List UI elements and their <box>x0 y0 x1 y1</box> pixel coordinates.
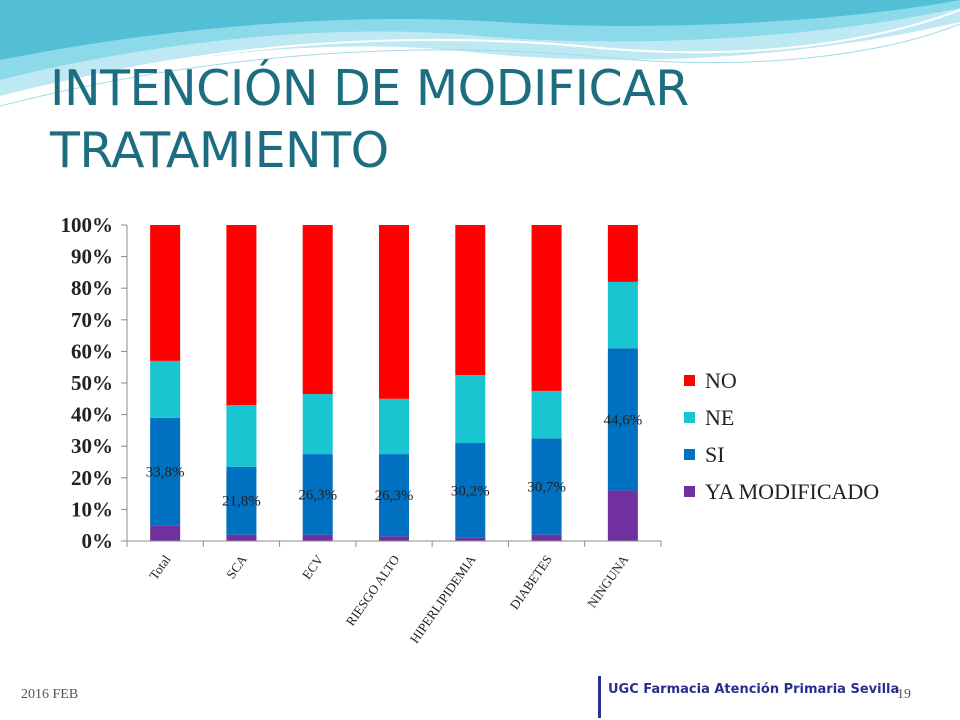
bar-segment <box>302 534 333 541</box>
footer-page-number: 19 <box>897 687 911 702</box>
y-tick-label: 10% <box>71 497 113 521</box>
chart-bars <box>150 225 638 541</box>
data-label: 33,8% <box>146 464 185 480</box>
bar-segment <box>531 534 562 541</box>
x-axis: Total SCA ECV RIESGO ALTO HIPERLIPIDEMIA DIAB… <box>126 540 662 646</box>
chart-legend: NO NE SI YA MODIFICADO <box>684 362 879 510</box>
data-label: 26,3% <box>298 487 337 503</box>
x-tick-label: RIESGO ALTO <box>343 552 403 628</box>
legend-item: SI <box>684 436 879 473</box>
legend-label: NO <box>705 367 737 393</box>
bar-segment <box>379 454 409 537</box>
title-line-2: TRATAMIENTO <box>50 122 389 179</box>
footer-org-text: UGC Farmacia Atención Primaria Sevilla <box>608 682 900 697</box>
legend-item: NO <box>684 362 879 399</box>
bar-segment <box>379 398 409 455</box>
bar-segment <box>455 443 486 538</box>
title-line-1: INTENCIÓN DE MODIFICAR <box>50 60 689 117</box>
bar-segment <box>531 225 562 391</box>
footer-org-bar <box>598 676 601 718</box>
footer-date: 2016 FEB <box>21 687 79 702</box>
x-tick-label: Total <box>146 552 174 583</box>
bar-segment <box>150 525 181 541</box>
bar-segment <box>607 281 638 349</box>
bar-segment <box>455 537 486 541</box>
bar-segment <box>607 348 638 491</box>
y-axis: 0% 10% 20% 30% 40% 50% 60% 70% 80% 90% 100% <box>61 213 128 553</box>
data-label: 21,8% <box>222 494 261 510</box>
legend-swatch <box>684 449 695 460</box>
bar-segment <box>226 466 257 535</box>
data-label: 44,6% <box>603 412 642 428</box>
bar-segment <box>302 225 333 395</box>
bar-segment <box>379 225 409 399</box>
x-tick-label: NINGUNA <box>584 552 631 611</box>
footer-org-logo: UGC Farmacia Atención Primaria Sevilla <box>598 676 899 718</box>
y-tick-label: 30% <box>71 434 113 458</box>
y-tick-label: 70% <box>71 308 113 332</box>
legend-item: NE <box>684 399 879 436</box>
y-tick-label: 20% <box>71 466 113 490</box>
data-label: 30,2% <box>451 483 490 499</box>
slide-title: INTENCIÓN DE MODIFICAR TRATAMIENTO <box>50 58 910 182</box>
bar-segment <box>150 417 181 526</box>
bar-segment <box>302 454 333 535</box>
bar-segment <box>226 405 257 467</box>
bar-segment <box>379 536 409 541</box>
legend-label: SI <box>705 441 725 467</box>
header-wave-decoration <box>0 0 960 107</box>
legend-swatch <box>684 486 695 497</box>
y-tick-label: 90% <box>71 245 113 269</box>
y-tick-label: 50% <box>71 371 113 395</box>
bar-segment <box>607 490 638 541</box>
legend-swatch <box>684 412 695 423</box>
stacked-bar-chart: 0% 10% 20% 30% 40% 50% 60% 70% 80% 90% 100% 33,8% 2… <box>61 213 662 646</box>
x-tick-label: HIPERLIPIDEMIA <box>407 552 479 646</box>
y-tick-label: 80% <box>71 276 113 300</box>
legend-item: YA MODIFICADO <box>684 473 879 510</box>
x-tick-label: SCA <box>223 552 250 582</box>
chart-data-labels: 33,8% 21,8% 26,3% 26,3% 30,2% 30,7% 44,6% <box>146 412 642 509</box>
bar-segment <box>607 225 638 282</box>
legend-swatch <box>684 375 695 386</box>
bar-segment <box>531 390 562 439</box>
bar-segment <box>150 225 181 361</box>
data-label: 26,3% <box>375 488 414 504</box>
bar-segment <box>455 375 486 444</box>
bar-segment <box>226 225 257 406</box>
bar-segment <box>531 438 562 535</box>
x-tick-label: ECV <box>299 552 327 582</box>
bar-segment <box>302 394 333 455</box>
y-tick-label: 40% <box>71 403 113 427</box>
y-tick-label: 0% <box>82 529 114 553</box>
bar-segment <box>226 534 257 541</box>
bar-segment <box>150 360 181 418</box>
y-tick-label: 60% <box>71 339 113 363</box>
legend-label: YA MODIFICADO <box>705 478 880 504</box>
legend-label: NE <box>705 404 735 430</box>
y-tick-label: 100% <box>61 213 114 237</box>
x-tick-label: DIABETES <box>507 552 555 612</box>
bar-segment <box>455 225 486 376</box>
data-label: 30,7% <box>527 479 566 495</box>
